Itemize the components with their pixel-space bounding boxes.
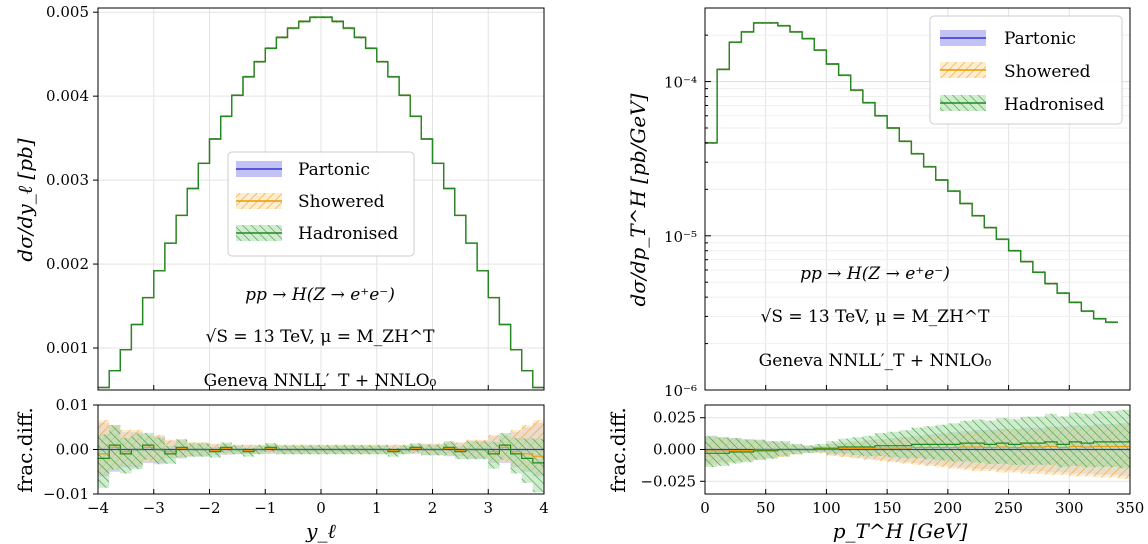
ytick-label: 10⁻⁴ bbox=[664, 74, 697, 92]
left-ratio-ylabel: frac.diff. bbox=[13, 407, 37, 493]
left-main-panel: 0.001 0.002 0.003 0.004 0.005 dσ/dy_ℓ [pb] P… bbox=[13, 3, 545, 391]
ytick-label: 0.025 bbox=[653, 409, 696, 427]
xtick-label: 3 bbox=[483, 499, 493, 517]
xtick-label: −3 bbox=[143, 499, 165, 517]
left-energy-label: √S = 13 TeV, μ = M_ZH^T bbox=[206, 327, 436, 347]
right-main-ylabel: dσ/dp_T^H [pb/GeV] bbox=[626, 93, 650, 306]
right-main-legend: Partonic Showered Hadronised bbox=[929, 15, 1123, 125]
xtick-label: 150 bbox=[873, 499, 902, 517]
ytick-label: 0.004 bbox=[46, 87, 89, 105]
ytick-label: 0.00 bbox=[56, 441, 89, 459]
ytick-label: 0.001 bbox=[46, 339, 89, 357]
xtick-label: −2 bbox=[198, 499, 220, 517]
ytick-label: 10⁻⁶ bbox=[664, 382, 697, 400]
xtick-label: 350 bbox=[1116, 499, 1145, 517]
left-ratio-series bbox=[98, 444, 544, 464]
line-hadronised bbox=[98, 16, 544, 389]
right-main-frame bbox=[704, 7, 1131, 391]
right-ratio-panel: 0 50 100 150 200 250 300 350 −0.025 0.000 0.025 fr… bbox=[606, 404, 1144, 543]
ytick-label: −0.01 bbox=[43, 485, 89, 503]
xtick-label: −1 bbox=[254, 499, 276, 517]
right-process-label: pp → H(Z → e⁺e⁻) bbox=[800, 264, 950, 284]
ytick-label: 10⁻⁵ bbox=[664, 228, 697, 246]
ytick-label: 0.01 bbox=[56, 396, 89, 414]
xtick-label: −4 bbox=[87, 499, 109, 517]
xtick-label: 2 bbox=[428, 499, 438, 517]
legend-label-hadronised: Hadronised bbox=[298, 224, 398, 244]
right-energy-label: √S = 13 TeV, μ = M_ZH^T bbox=[761, 307, 991, 327]
right-geneva-label: Geneva NNLL′_T + NNLO₀ bbox=[759, 351, 992, 371]
left-ratio-ticks: −4 −3 −2 −1 0 1 2 3 4 −0.01 0.00 0.01 bbox=[43, 396, 549, 517]
right-main-yticks: 10⁻⁶ 10⁻⁵ 10⁻⁴ bbox=[664, 34, 1131, 400]
xtick-label: 1 bbox=[372, 499, 382, 517]
ytick-label: −0.025 bbox=[640, 472, 696, 490]
ytick-label: 0.002 bbox=[46, 255, 89, 273]
ratio-line-hadronised bbox=[98, 444, 544, 464]
left-main-legend: Partonic Showered Hadronised bbox=[227, 151, 415, 257]
ytick-label: 0.005 bbox=[46, 3, 89, 21]
ratio-band-hadronised bbox=[705, 409, 1130, 469]
ytick-label: 0.003 bbox=[46, 171, 89, 189]
line-hadronised bbox=[705, 22, 1118, 323]
legend-label-partonic: Partonic bbox=[298, 160, 370, 180]
xtick-label: 100 bbox=[812, 499, 841, 517]
xtick-label: 250 bbox=[994, 499, 1023, 517]
legend-label-hadronised: Hadronised bbox=[1004, 95, 1104, 115]
legend-label-showered: Showered bbox=[1004, 62, 1091, 82]
right-xlabel: p_T^H [GeV] bbox=[833, 519, 968, 543]
left-xlabel: y_ℓ bbox=[305, 519, 336, 543]
ratio-line-hadronised bbox=[705, 441, 1130, 454]
left-main-series bbox=[98, 16, 544, 389]
left-ratio-panel: −4 −3 −2 −1 0 1 2 3 4 −0.01 0.00 0.01 frac.diff. y_… bbox=[13, 396, 549, 543]
xtick-label: 300 bbox=[1055, 499, 1084, 517]
left-main-ylabel: dσ/dy_ℓ [pb] bbox=[13, 138, 37, 261]
xtick-label: 200 bbox=[934, 499, 963, 517]
ytick-label: 0.000 bbox=[653, 441, 696, 459]
xtick-label: 4 bbox=[539, 499, 549, 517]
left-process-label: pp → H(Z → e⁺e⁻) bbox=[245, 285, 395, 305]
right-main-series bbox=[705, 22, 1118, 323]
left-geneva-label: Geneva NNLL′_T + NNLO₀ bbox=[204, 371, 437, 391]
right-main-panel: 10⁻⁶ 10⁻⁵ 10⁻⁴ dσ/dp_T^H [pb/GeV] Partonic… bbox=[626, 7, 1131, 400]
right-ratio-ticks: 0 50 100 150 200 250 300 350 −0.025 0.000 0.025 bbox=[640, 409, 1144, 517]
xtick-label: 50 bbox=[756, 499, 775, 517]
xtick-label: 0 bbox=[700, 499, 710, 517]
right-ratio-ylabel: frac.diff. bbox=[606, 407, 630, 493]
xtick-label: 0 bbox=[316, 499, 326, 517]
left-main-yticks: 0.001 0.002 0.003 0.004 0.005 bbox=[46, 3, 545, 390]
legend-label-partonic: Partonic bbox=[1004, 29, 1076, 49]
legend-label-showered: Showered bbox=[298, 192, 385, 212]
ratio-band-hadronised bbox=[98, 425, 544, 493]
right-ratio-series bbox=[705, 441, 1130, 454]
